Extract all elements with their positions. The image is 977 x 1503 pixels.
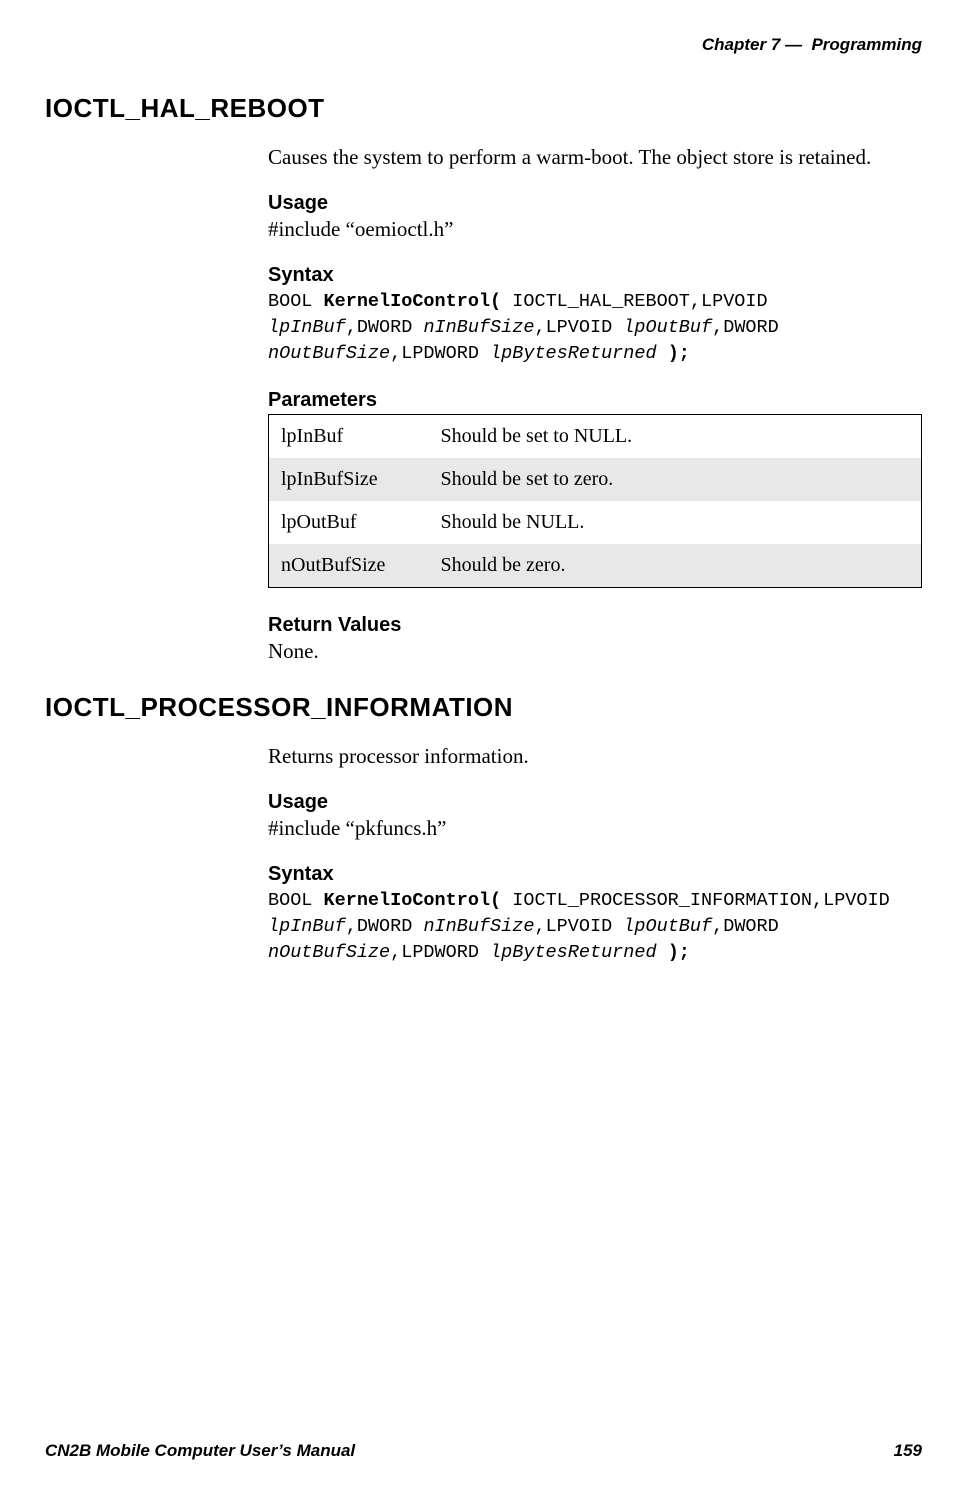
code-text: IOCTL_HAL_REBOOT,LPVOID <box>501 291 779 312</box>
table-row: nOutBufSize Should be zero. <box>269 544 922 588</box>
param-desc: Should be zero. <box>429 544 922 588</box>
code-text: lpOutBuf <box>623 916 712 937</box>
param-desc: Should be set to NULL. <box>429 414 922 458</box>
section1-syntax-code: BOOL KernelIoControl( IOCTL_HAL_REBOOT,L… <box>268 289 922 367</box>
code-text: ,LPDWORD <box>390 942 490 963</box>
code-text: ); <box>668 942 690 963</box>
code-text: ,LPDWORD <box>390 343 490 364</box>
table-row: lpInBufSize Should be set to zero. <box>269 458 922 501</box>
param-name: lpInBuf <box>269 414 429 458</box>
footer-page-number: 159 <box>894 1441 922 1461</box>
section1-return-text: None. <box>268 639 922 664</box>
code-text: lpOutBuf <box>623 317 712 338</box>
page-footer: CN2B Mobile Computer User’s Manual 159 <box>45 1441 922 1461</box>
section2-usage-text: #include “pkfuncs.h” <box>268 816 922 841</box>
table-row: lpInBuf Should be set to NULL. <box>269 414 922 458</box>
footer-manual-title: CN2B Mobile Computer User’s Manual <box>45 1441 355 1461</box>
section1-parameters-heading: Parameters <box>268 389 922 412</box>
param-desc: Should be set to zero. <box>429 458 922 501</box>
code-text: ,DWORD <box>712 317 790 338</box>
code-text: nOutBufSize <box>268 942 390 963</box>
parameters-table: lpInBuf Should be set to NULL. lpInBufSi… <box>268 414 922 588</box>
code-text: nInBufSize <box>423 317 534 338</box>
section2-syntax-code: BOOL KernelIoControl( IOCTL_PROCESSOR_IN… <box>268 888 922 966</box>
section2-usage-heading: Usage <box>268 791 922 814</box>
code-text: lpBytesReturned <box>490 942 657 963</box>
section1-syntax-heading: Syntax <box>268 264 922 287</box>
code-text: ); <box>668 343 690 364</box>
param-name: lpOutBuf <box>269 501 429 544</box>
section2-syntax-heading: Syntax <box>268 863 922 886</box>
code-text: nInBufSize <box>423 916 534 937</box>
section1-description: Causes the system to perform a warm-boot… <box>268 144 922 170</box>
section2-description: Returns processor information. <box>268 743 922 769</box>
code-text: KernelIoControl( <box>324 890 502 911</box>
section1-usage-heading: Usage <box>268 192 922 215</box>
code-text: ,DWORD <box>346 916 424 937</box>
code-text: BOOL <box>268 291 324 312</box>
param-desc: Should be NULL. <box>429 501 922 544</box>
code-text: lpInBuf <box>268 317 346 338</box>
param-name: nOutBufSize <box>269 544 429 588</box>
code-text: BOOL <box>268 890 324 911</box>
code-text: ,DWORD <box>712 916 790 937</box>
code-text: ,LPVOID <box>534 317 623 338</box>
section1-title: IOCTL_HAL_REBOOT <box>45 93 922 124</box>
code-text: nOutBufSize <box>268 343 390 364</box>
code-text: KernelIoControl( <box>324 291 502 312</box>
param-name: lpInBufSize <box>269 458 429 501</box>
running-header: Chapter 7 — Programming <box>45 35 922 55</box>
section2-title: IOCTL_PROCESSOR_INFORMATION <box>45 692 922 723</box>
code-text <box>657 343 668 364</box>
section1-return-heading: Return Values <box>268 614 922 637</box>
code-text: lpInBuf <box>268 916 346 937</box>
table-row: lpOutBuf Should be NULL. <box>269 501 922 544</box>
code-text: ,DWORD <box>346 317 424 338</box>
code-text <box>657 942 668 963</box>
code-text: IOCTL_PROCESSOR_INFORMATION,LPVOID <box>501 890 901 911</box>
section1-usage-text: #include “oemioctl.h” <box>268 217 922 242</box>
code-text: lpBytesReturned <box>490 343 657 364</box>
code-text: ,LPVOID <box>534 916 623 937</box>
